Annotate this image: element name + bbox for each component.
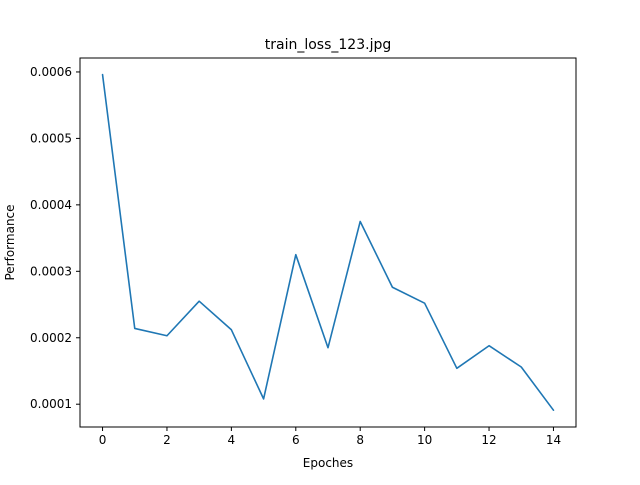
y-tick-label: 0.0002 — [30, 331, 72, 345]
x-tick-label: 12 — [481, 433, 496, 447]
x-tick-label: 14 — [546, 433, 561, 447]
y-tick-label: 0.0001 — [30, 397, 72, 411]
x-tick-label: 6 — [292, 433, 300, 447]
y-tick-label: 0.0006 — [30, 65, 72, 79]
chart-title: train_loss_123.jpg — [265, 37, 391, 53]
x-tick-label: 2 — [163, 433, 171, 447]
y-tick-label: 0.0003 — [30, 264, 72, 278]
x-tick-label: 10 — [417, 433, 432, 447]
x-axis-label: Epoches — [303, 456, 353, 470]
y-tick-label: 0.0005 — [30, 131, 72, 145]
series-layer — [101, 73, 555, 411]
y-axis-label: Performance — [3, 204, 17, 280]
y-axis-ticks: 0.0001 0.0002 0.0003 0.0004 0.0005 0.0006 — [30, 65, 80, 411]
series-line — [101, 73, 555, 411]
x-tick-label: 0 — [99, 433, 107, 447]
x-tick-label: 4 — [228, 433, 236, 447]
x-axis-ticks: 0 2 4 6 8 10 12 14 — [99, 427, 561, 447]
plot-area-frame — [79, 57, 577, 428]
y-tick-label: 0.0004 — [30, 198, 72, 212]
x-tick-label: 8 — [356, 433, 364, 447]
